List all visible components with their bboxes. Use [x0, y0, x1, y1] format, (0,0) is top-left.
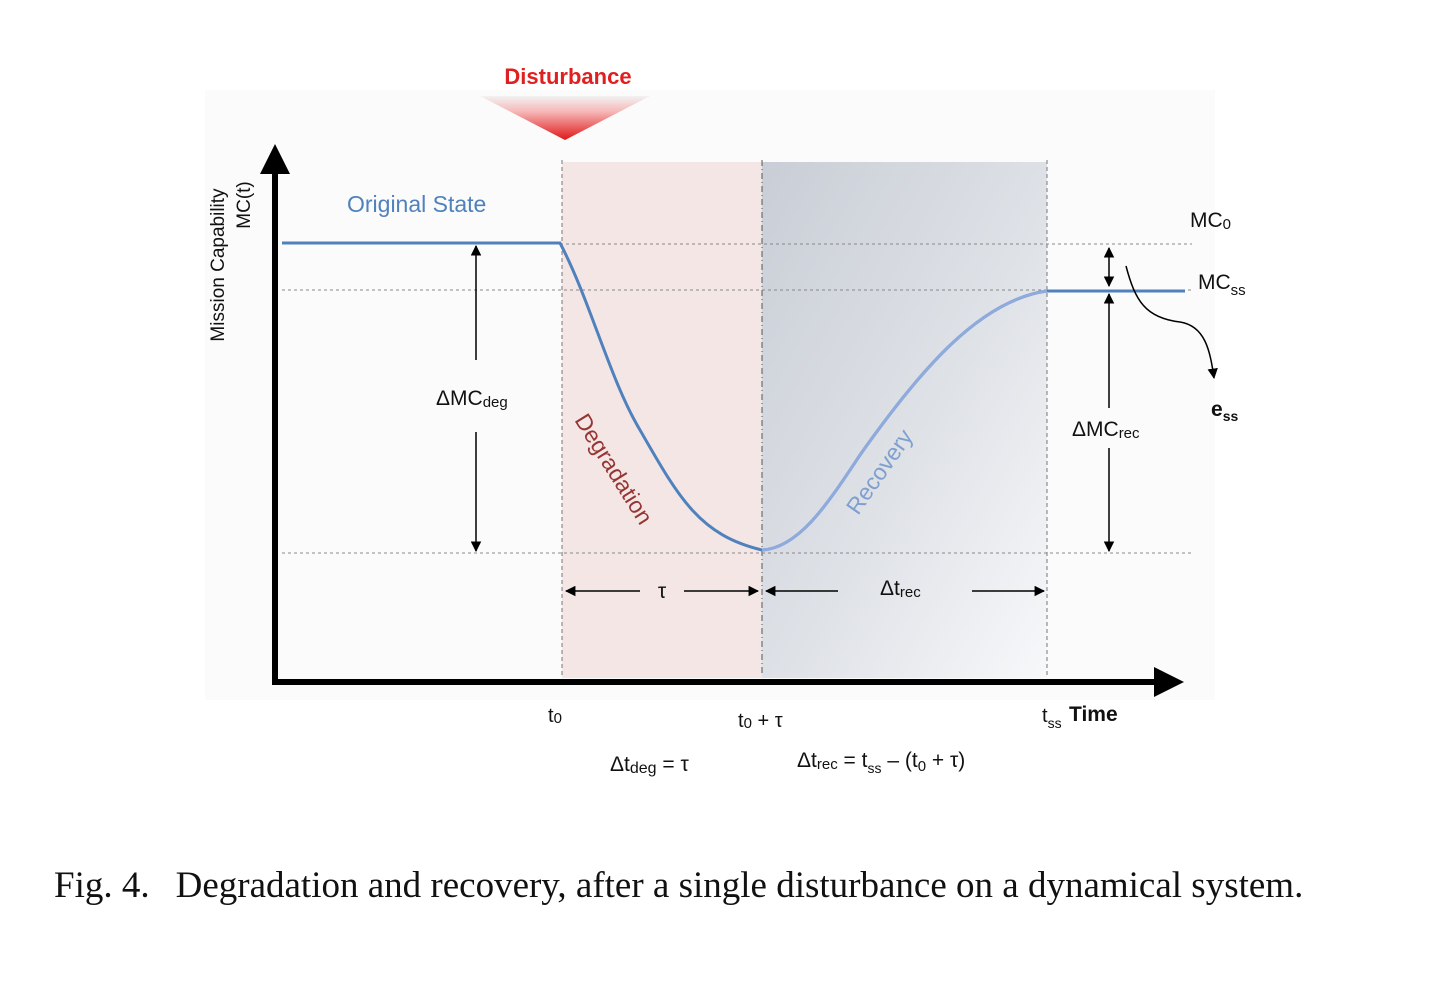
recovery-curve-segment [761, 289, 1048, 552]
degradation-region [562, 162, 762, 678]
deg-duration-equation: Δtdeg = τ [610, 753, 690, 777]
t0-tick-label: t0 [548, 705, 562, 727]
original-state-label: Original State [347, 191, 486, 217]
dt-rec-label: Δtrec [880, 577, 921, 601]
tau-label: τ [658, 580, 667, 603]
rec-duration-equation: Δtrec = tss – (t0 + τ) [797, 749, 965, 776]
figure-number: Fig. 4. [54, 865, 150, 906]
mcss-label: MCss [1198, 271, 1246, 299]
y-axis-label-line2: MC(t) [234, 181, 255, 228]
figure-caption: Fig. 4. Degradation and recovery, after a… [54, 862, 1414, 910]
ess-label: ess [1211, 398, 1238, 424]
disturbance-arrow [480, 96, 650, 140]
recovery-region [762, 162, 1047, 678]
tss-tick-label: tss [1042, 705, 1062, 731]
t0-tau-tick-label: t0 + τ [738, 710, 783, 732]
disturbance-label: Disturbance [504, 64, 631, 89]
mc0-label: MC0 [1190, 209, 1231, 233]
ess-curved-arrow [1125, 265, 1218, 380]
caption-text: Degradation and recovery, after a single… [175, 865, 1304, 906]
dmc-rec-label: ΔMCrec [1072, 418, 1140, 442]
dmc-deg-label: ΔMCdeg [436, 387, 508, 411]
y-axis-label-line1: Mission Capability [208, 188, 229, 342]
x-axis-label: Time [1069, 703, 1118, 726]
